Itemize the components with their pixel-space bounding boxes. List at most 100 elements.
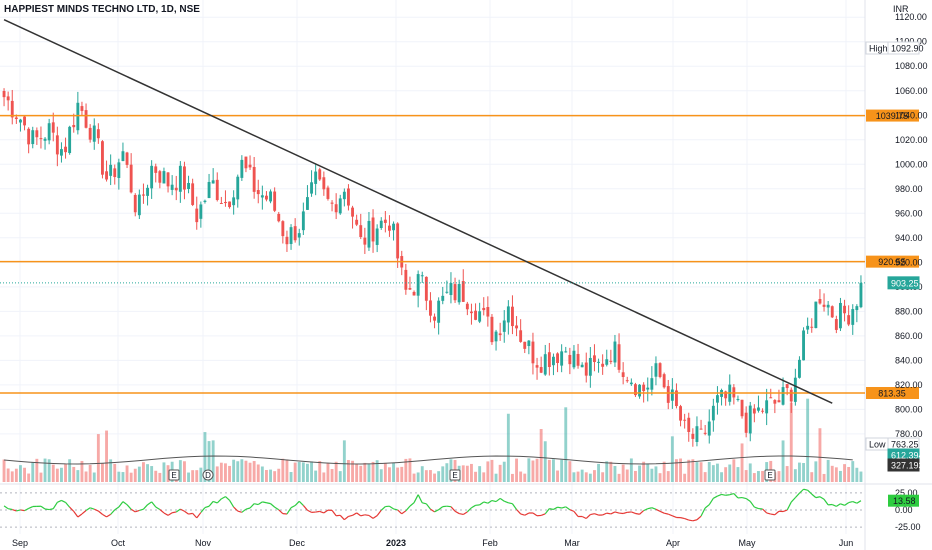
volume-bar xyxy=(31,462,35,482)
candle-body xyxy=(187,182,190,190)
candle-body xyxy=(359,225,363,238)
candle-body xyxy=(236,176,240,200)
candle-body xyxy=(330,202,334,204)
volume-bar xyxy=(802,463,805,482)
candle-body xyxy=(429,300,432,316)
volume-bar xyxy=(675,459,678,482)
candle-body xyxy=(539,367,543,373)
candle-body xyxy=(572,350,576,368)
volume-bar xyxy=(535,458,539,482)
volume-bar xyxy=(552,459,555,482)
candle-body xyxy=(338,198,342,214)
volume-bar xyxy=(839,470,842,482)
candle-body xyxy=(215,179,219,201)
candle-body xyxy=(564,351,568,353)
candle-body xyxy=(347,188,350,206)
candle-body xyxy=(125,152,129,165)
event-marker xyxy=(764,469,776,481)
rsi-segment xyxy=(844,502,849,506)
candle-body xyxy=(777,400,781,403)
rsi-segment xyxy=(298,500,304,506)
rsi-segment xyxy=(729,493,735,496)
candle-body xyxy=(789,389,793,402)
price-tick-label: 920.00 xyxy=(895,257,923,267)
candle-body xyxy=(314,171,318,184)
volume-bar xyxy=(47,459,51,482)
candle-body xyxy=(494,331,498,342)
rsi-segment xyxy=(85,507,91,511)
candle-body xyxy=(642,384,646,392)
candle-body xyxy=(527,340,531,347)
candle-body xyxy=(31,130,35,145)
rsi-segment xyxy=(413,494,419,503)
rsi-segment xyxy=(569,509,575,512)
candle-body xyxy=(310,182,313,194)
volume-bar xyxy=(478,466,482,482)
volume-bar xyxy=(588,473,592,482)
rsi-segment xyxy=(836,503,841,507)
rsi-segment xyxy=(16,509,21,512)
volume-bar xyxy=(92,472,96,482)
candle-body xyxy=(433,316,436,321)
volume-bar xyxy=(724,467,728,482)
volume-bar xyxy=(281,458,285,482)
candle-body xyxy=(839,302,842,329)
candle-body xyxy=(121,151,125,162)
volume-bar xyxy=(396,467,400,482)
candle-body xyxy=(814,301,818,329)
candle-body xyxy=(699,428,703,430)
volume-bar xyxy=(564,407,568,482)
candle-body xyxy=(453,284,457,301)
rsi-segment xyxy=(425,503,431,510)
candle-body xyxy=(691,433,695,439)
candle-body xyxy=(580,364,584,368)
candle-body xyxy=(748,405,752,434)
volume-bar xyxy=(273,471,277,482)
level-badge xyxy=(866,255,919,268)
volume-bar xyxy=(19,465,22,482)
candle-body xyxy=(281,221,285,237)
candle-body xyxy=(830,306,834,318)
volume-bar xyxy=(629,458,633,482)
candle-body xyxy=(543,354,547,375)
volume-bar xyxy=(76,470,80,482)
rsi-segment xyxy=(278,509,284,515)
candle-body xyxy=(675,390,678,407)
candle-body xyxy=(248,164,252,168)
rsi-segment xyxy=(819,496,825,500)
candle-body xyxy=(461,281,465,302)
volume-bar xyxy=(732,459,736,482)
candle-body xyxy=(625,380,629,382)
candle-body xyxy=(716,395,719,403)
candle-body xyxy=(76,102,80,131)
rsi-segment xyxy=(499,497,505,502)
volume-bar xyxy=(543,441,547,482)
rsi-segment xyxy=(212,500,218,504)
rsi-tick-label: 0.00 xyxy=(895,505,913,515)
rsi-segment xyxy=(622,511,628,515)
rsi-segment xyxy=(446,505,452,508)
candle-body xyxy=(486,307,490,317)
volume-bar xyxy=(178,460,182,482)
rsi-segment xyxy=(643,508,649,512)
volume-bar xyxy=(597,463,600,482)
rsi-segment xyxy=(245,507,251,510)
candle-body xyxy=(593,355,596,363)
candle-body xyxy=(101,141,104,175)
volume-bar xyxy=(129,472,133,482)
candle-body xyxy=(560,351,564,366)
candle-body xyxy=(638,384,641,397)
candle-body xyxy=(420,275,424,277)
volume-bar xyxy=(843,464,846,482)
event-marker xyxy=(449,469,461,481)
candle-body xyxy=(617,344,621,370)
volume-bar xyxy=(498,464,502,482)
volume-bar xyxy=(638,465,641,482)
candle-body xyxy=(80,106,84,111)
rsi-segment xyxy=(717,493,722,497)
rsi-segment xyxy=(774,510,780,516)
rsi-segment xyxy=(659,510,665,514)
rsi-segment xyxy=(544,508,550,515)
volume-bar xyxy=(818,428,822,482)
